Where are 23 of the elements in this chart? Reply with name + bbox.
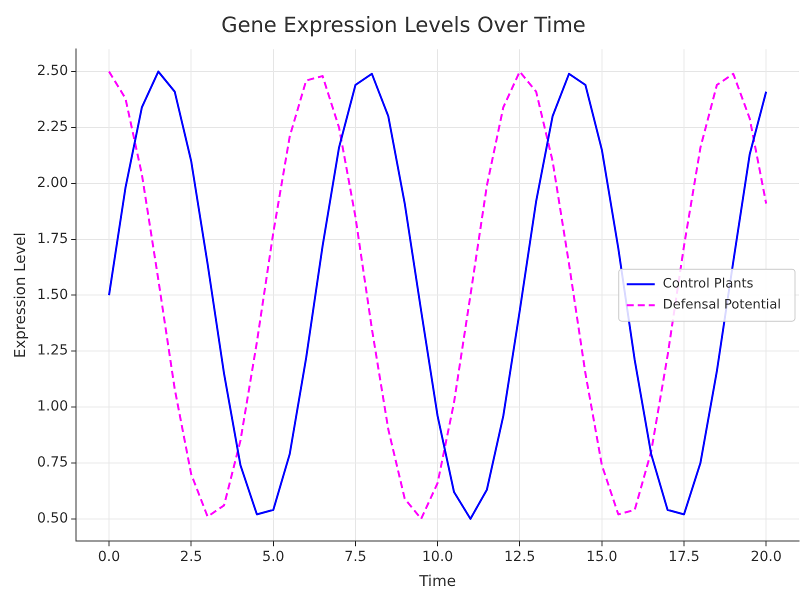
legend-label: Defensal Potential: [662, 298, 782, 313]
x-tick-label: 12.5: [504, 549, 536, 566]
y-tick-label: 0.75: [37, 454, 68, 471]
x-tick-label: 15.0: [586, 549, 618, 566]
x-tick-label: 20.0: [750, 549, 782, 566]
y-tick-label: 2.50: [37, 63, 68, 80]
y-tick-label: 1.00: [37, 398, 68, 415]
x-tick-label: 7.5: [344, 549, 367, 566]
chart-title: Gene Expression Levels Over Time: [221, 13, 586, 38]
y-tick-label: 1.25: [37, 342, 68, 359]
legend-label: Control Plants: [662, 276, 754, 292]
y-tick-label: 1.50: [37, 286, 68, 303]
x-tick-label: 5.0: [262, 549, 284, 566]
x-tick-label: 2.5: [180, 549, 202, 566]
y-tick-label: 1.75: [37, 230, 68, 247]
y-tick-label: 0.50: [37, 510, 68, 526]
y-tick-label: 2.25: [37, 119, 68, 136]
x-tick-label: 10.0: [422, 549, 454, 566]
x-tick-label: 17.5: [668, 549, 700, 566]
x-tick-label: 0.0: [98, 549, 120, 566]
x-axis-title: Time: [418, 572, 456, 590]
y-tick-label: 2.00: [37, 175, 68, 192]
y-axis-title: Expression Level: [10, 232, 29, 358]
